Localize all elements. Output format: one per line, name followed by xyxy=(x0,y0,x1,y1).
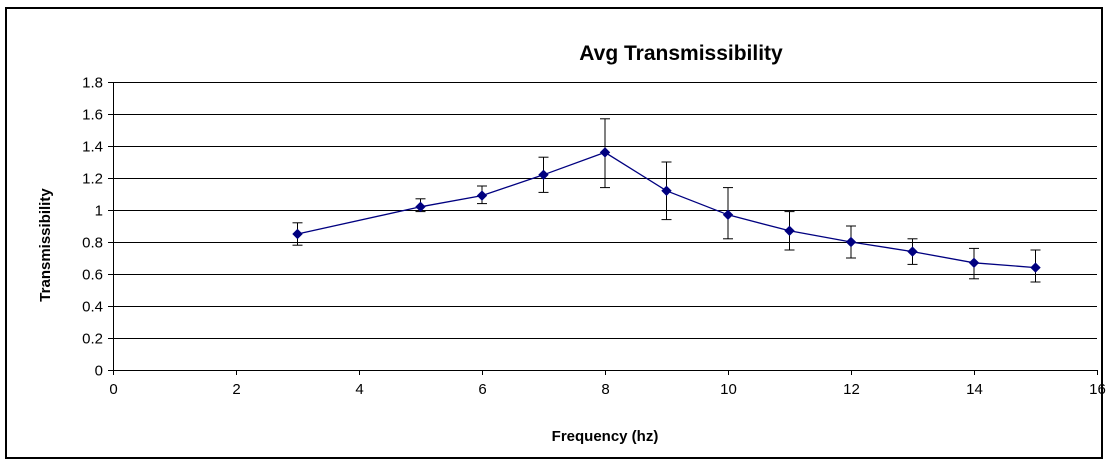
y-tick-label: 0.2 xyxy=(82,331,103,348)
data-point xyxy=(599,147,611,158)
x-tick-label: 14 xyxy=(966,381,983,398)
y-tick-label: 1.2 xyxy=(82,171,103,188)
data-point xyxy=(907,246,918,257)
data-point xyxy=(722,209,734,221)
y-tick-label: 0.6 xyxy=(82,267,103,284)
y-tick-label: 1 xyxy=(95,203,103,220)
x-tick-label: 2 xyxy=(232,381,240,398)
data-point xyxy=(476,190,488,201)
y-axis-label: Transmissibility xyxy=(37,188,54,302)
data-point xyxy=(1030,262,1041,273)
data-point xyxy=(845,236,857,248)
chart-title: Avg Transmissibility xyxy=(579,42,783,65)
x-tick-label: 10 xyxy=(720,381,737,398)
x-tick-label: 12 xyxy=(843,381,860,398)
data-point xyxy=(968,257,980,269)
y-tick-label: 1.8 xyxy=(82,75,103,92)
x-axis-label: Frequency (hz) xyxy=(552,428,659,445)
x-tick-label: 0 xyxy=(109,381,117,398)
data-point xyxy=(415,201,426,213)
y-tick-label: 0 xyxy=(95,363,103,380)
data-point xyxy=(661,185,672,197)
y-tick-label: 0.8 xyxy=(82,235,103,252)
series-line xyxy=(297,151,1036,269)
data-point xyxy=(538,169,549,181)
data-point xyxy=(292,228,303,240)
x-tick-label: 8 xyxy=(601,381,609,398)
data-point xyxy=(784,225,795,237)
y-tick-label: 0.4 xyxy=(82,299,103,316)
x-tick-label: 6 xyxy=(478,381,486,398)
y-tick-label: 1.6 xyxy=(82,107,103,124)
x-tick-label: 4 xyxy=(355,381,363,398)
x-tick-label: 16 xyxy=(1089,381,1106,398)
y-tick-label: 1.4 xyxy=(82,139,103,156)
